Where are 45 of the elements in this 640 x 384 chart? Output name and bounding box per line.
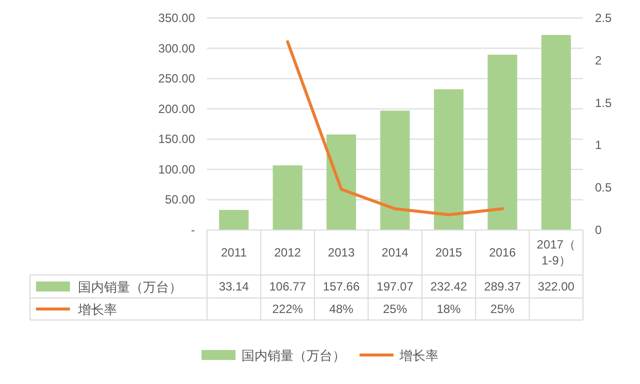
y-tick-label: 50.00 [164, 192, 196, 207]
data-label: 157.66 [322, 280, 360, 294]
x-tick-label: 2014 [382, 246, 409, 260]
data-label: 25% [382, 302, 408, 316]
x-tick-label: 2016 [489, 246, 516, 260]
line-series [286, 40, 504, 216]
y-tick-label: 150.00 [158, 132, 196, 146]
y-tick-label: 250.00 [158, 72, 196, 86]
y-tick-label: 300.00 [158, 41, 196, 56]
x-tick-label: 2013 [328, 246, 355, 260]
data-label: 289.37 [484, 280, 522, 294]
y-tick-label: 350.00 [158, 11, 196, 25]
data-label: 106.77 [269, 280, 306, 294]
y2-tick-label: 0 [595, 223, 602, 237]
legend-label: 增长率 [398, 348, 438, 363]
data-label: 33.14 [218, 280, 250, 294]
data-label: 197.07 [376, 280, 414, 294]
data-label: 322.00 [538, 280, 575, 294]
x-tick-label: 2012 [274, 246, 302, 260]
bar [326, 134, 356, 230]
data-label: 48% [329, 302, 354, 316]
y-tick-label: 200.00 [158, 102, 196, 116]
legend: 国内销量（万台） 增长率 [202, 348, 438, 363]
data-label: 18% [436, 302, 462, 316]
y2-tick-label: 2 [595, 53, 602, 68]
bar [272, 165, 302, 230]
y2-tick-label: 2.5 [595, 11, 612, 25]
x-tick-label: 2011 [220, 246, 248, 260]
bar [488, 54, 518, 230]
bar [541, 34, 571, 230]
x-tick-label: 2017（1-9） [536, 238, 576, 268]
data-label: 232.42 [430, 280, 468, 294]
data-label: 222% [272, 302, 304, 316]
y2-tick-label: 1 [595, 138, 602, 152]
x-tick-label: 2015 [435, 246, 462, 260]
text: 增长率 [78, 302, 117, 317]
y-tick-label: 100.00 [158, 162, 196, 176]
data-label: 25% [490, 302, 515, 316]
y2-tick-label: 0.5 [595, 180, 612, 195]
bar [434, 89, 464, 230]
bar [380, 110, 410, 230]
y-tick-label: - [191, 223, 195, 237]
bar [219, 210, 249, 230]
legend-label: 国内销量（万台） [78, 280, 182, 294]
y2-tick-label: 1.5 [595, 96, 612, 110]
